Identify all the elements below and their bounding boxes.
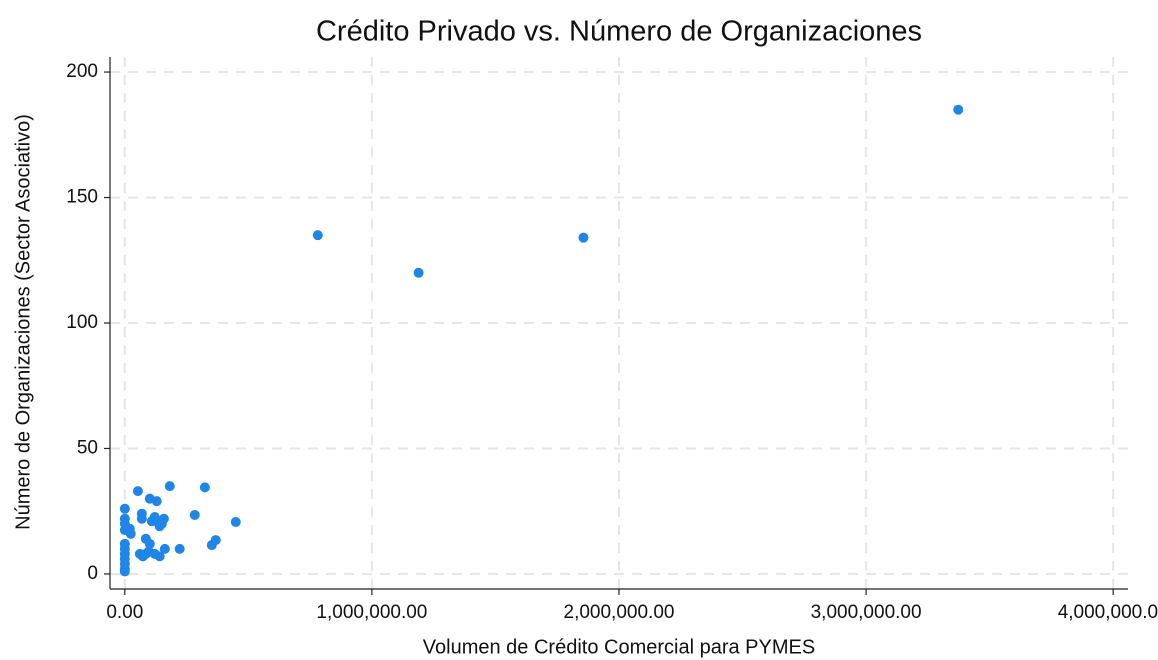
point (159, 543, 170, 554)
x-tick-label: 3,000,000.00 (811, 602, 922, 623)
point (149, 511, 160, 522)
x-tick-label: 4,000,000.00 (1058, 602, 1158, 623)
point (136, 513, 147, 524)
point (413, 267, 424, 278)
point (210, 535, 221, 546)
x-tick-label: 0.00 (106, 602, 143, 623)
y-tick-label: 0 (87, 563, 98, 584)
y-tick-label: 150 (66, 187, 98, 208)
x-tick-label: 2,000,000.00 (564, 602, 675, 623)
point (132, 486, 143, 497)
point (144, 538, 155, 549)
point (189, 509, 200, 520)
point (125, 528, 136, 539)
y-axis-label: Número de Organizaciones (Sector Asociat… (12, 114, 34, 530)
point (164, 481, 175, 492)
point (953, 104, 964, 115)
point (312, 230, 323, 241)
x-axis-label: Volumen de Crédito Comercial para PYMES (423, 636, 815, 658)
y-tick-label: 200 (66, 61, 98, 82)
point (119, 503, 130, 514)
point (156, 518, 167, 529)
point (578, 232, 589, 243)
chart-title: Crédito Privado vs. Número de Organizaci… (316, 16, 922, 48)
point (119, 566, 130, 577)
y-tick-label: 50 (77, 437, 98, 458)
point (151, 496, 162, 507)
point (174, 543, 185, 554)
y-tick-label: 100 (66, 312, 98, 333)
x-tick-label: 1,000,000.00 (316, 602, 427, 623)
point (230, 516, 241, 527)
point (199, 482, 210, 493)
point (154, 551, 165, 562)
